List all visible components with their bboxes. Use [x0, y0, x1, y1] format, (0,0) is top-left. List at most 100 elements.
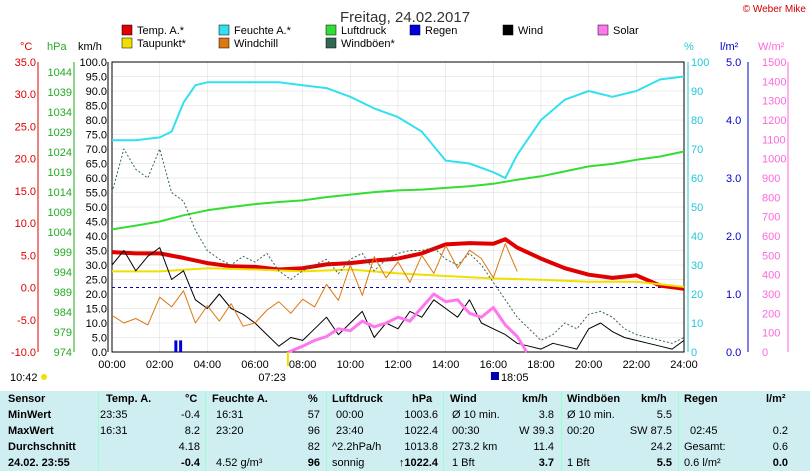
pressure-tick-label: 979 [54, 327, 72, 339]
statistics-table: Sensor Temp. A. °C Feuchte A. % Luftdruc… [0, 391, 810, 471]
temp-min-value: -0.4 [181, 409, 200, 421]
solar-tick-label: 900 [762, 173, 780, 185]
wind-tick-label: 35.0 [86, 246, 107, 258]
rain-tick-label: 2.0 [726, 231, 741, 243]
wind-min-label: Ø 10 min. [452, 409, 500, 421]
wind-tick-label: 40.0 [86, 231, 107, 243]
wind-tick-label: 100.0 [79, 57, 107, 69]
x-tick-label: 18:00 [527, 359, 555, 371]
stats-header-temp-unit: °C [185, 393, 198, 405]
x-tick-label: 10:00 [337, 359, 365, 371]
rain-today: 0.6 l/m² [684, 457, 721, 469]
stats-header-rain: Regen [684, 393, 718, 405]
wind-max-time: 00:30 [452, 425, 480, 437]
legend-swatch [597, 24, 609, 36]
legend-swatch [325, 24, 337, 36]
legend-label: Solar [613, 25, 639, 37]
temp-tick-label: 5.0 [21, 250, 36, 262]
wind-now-value: 3.7 [538, 457, 554, 469]
wind-tick-label: 15.0 [86, 304, 107, 316]
temp-tick-label: 0.0 [21, 283, 36, 295]
solar-tick-label: 400 [762, 270, 780, 282]
legend-label: Feuchte A.* [234, 25, 292, 37]
solar-tick-label: 200 [762, 308, 780, 320]
humidity-tick-label: 80 [691, 115, 703, 127]
rain-max-value: 0.2 [772, 425, 788, 437]
rain-tick-label: 4.0 [726, 115, 741, 127]
humidity-tick-label: 40 [691, 231, 703, 243]
wind-tick-label: 20.0 [86, 289, 107, 301]
rain-total-value: 0.6 [772, 441, 788, 453]
humidity-tick-label: 20 [691, 289, 703, 301]
humidity-tick-label: 90 [691, 86, 703, 98]
pressure-tick-label: 999 [54, 247, 72, 259]
temp-now-value: -0.4 [181, 457, 200, 469]
stats-label-now: 24.02. 23:55 [8, 457, 70, 469]
humidity-tick-label: 100 [691, 57, 709, 69]
solar-tick-label: 100 [762, 328, 780, 340]
temp-tick-label: 25.0 [15, 121, 36, 133]
rain-now-value: 0.0 [772, 457, 788, 469]
humidity-tick-label: 70 [691, 144, 703, 156]
legend-label: Windchill [234, 38, 278, 50]
pressure-tick-label: 1014 [48, 187, 72, 199]
x-tick-label: 08:00 [289, 359, 317, 371]
x-tick-label: 06:00 [241, 359, 269, 371]
pressure-tick-label: 1019 [48, 167, 72, 179]
wind-tick-label: 0.0 [92, 347, 107, 359]
wind-tick-label: 85.0 [86, 101, 107, 113]
stats-header-gust-unit: km/h [641, 393, 667, 405]
stats-header-press-unit: hPa [412, 393, 433, 405]
temp-tick-label: 20.0 [15, 154, 36, 166]
legend-swatch [121, 37, 133, 49]
rain-tick-label: 1.0 [726, 289, 741, 301]
stats-label-min: MinWert [8, 409, 52, 421]
press-max-time: 23:40 [336, 425, 364, 437]
legend-swatch [218, 24, 230, 36]
series-line [111, 150, 685, 231]
wind-min-value: 3.8 [538, 409, 554, 421]
temp-max-value: 8.2 [184, 425, 200, 437]
legend-swatch [121, 24, 133, 36]
stats-header-gust: Windböen [567, 393, 621, 405]
legend-swatch [502, 24, 514, 36]
wind-distance: 273.2 km [452, 441, 498, 453]
wind-tick-label: 50.0 [86, 202, 107, 214]
series-line [112, 75, 685, 179]
press-max-value: 1022.4 [404, 425, 438, 437]
pressure-tick-label: 1029 [48, 127, 72, 139]
press-avg-value: 1013.8 [404, 441, 438, 453]
legend-label: Luftdruck [341, 25, 387, 37]
rain-tick-label: 5.0 [726, 57, 741, 69]
wind-tick-label: 90.0 [86, 86, 107, 98]
x-tick-label: 20:00 [575, 359, 603, 371]
pressure-tick-label: 1039 [48, 87, 72, 99]
stats-label-avg: Durchschnitt [8, 441, 76, 453]
temp-min-time: 23:35 [100, 409, 128, 421]
x-tick-label: 14:00 [432, 359, 460, 371]
wind-tick-label: 10.0 [86, 318, 107, 330]
weather-chart: Freitag, 24.02.2017 © Weber Mike Temp. A.*… [10, 4, 806, 384]
stats-header-hum: Feuchte A. [212, 393, 268, 405]
time-left-label: 10:42 [10, 372, 38, 384]
press-now-value: ↑1022.4 [398, 457, 438, 469]
hum-max-time: 23:20 [216, 425, 244, 437]
hum-abs-value: 4.52 g/m³ [216, 457, 263, 469]
legend-label: Wind [518, 25, 543, 37]
stats-header-rain-unit: l/m² [766, 393, 786, 405]
series-line [287, 292, 528, 354]
rain-bar [179, 340, 183, 352]
wind-tick-label: 95.0 [86, 72, 107, 84]
temp-max-time: 16:31 [100, 425, 128, 437]
temp-tick-label: -5.0 [17, 315, 36, 327]
wind-tick-label: 25.0 [86, 275, 107, 287]
gust-avg-value: 24.2 [650, 441, 672, 453]
x-tick-label: 02:00 [146, 359, 174, 371]
pressure-tick-label: 1044 [48, 67, 72, 79]
stats-header-press: Luftdruck [332, 393, 383, 405]
legend-label: Windböen* [341, 38, 396, 50]
wind-tick-label: 60.0 [86, 173, 107, 185]
legend-swatch [325, 37, 337, 49]
pressure-tick-label: 989 [54, 287, 72, 299]
press-min-time: 00:00 [336, 409, 364, 421]
